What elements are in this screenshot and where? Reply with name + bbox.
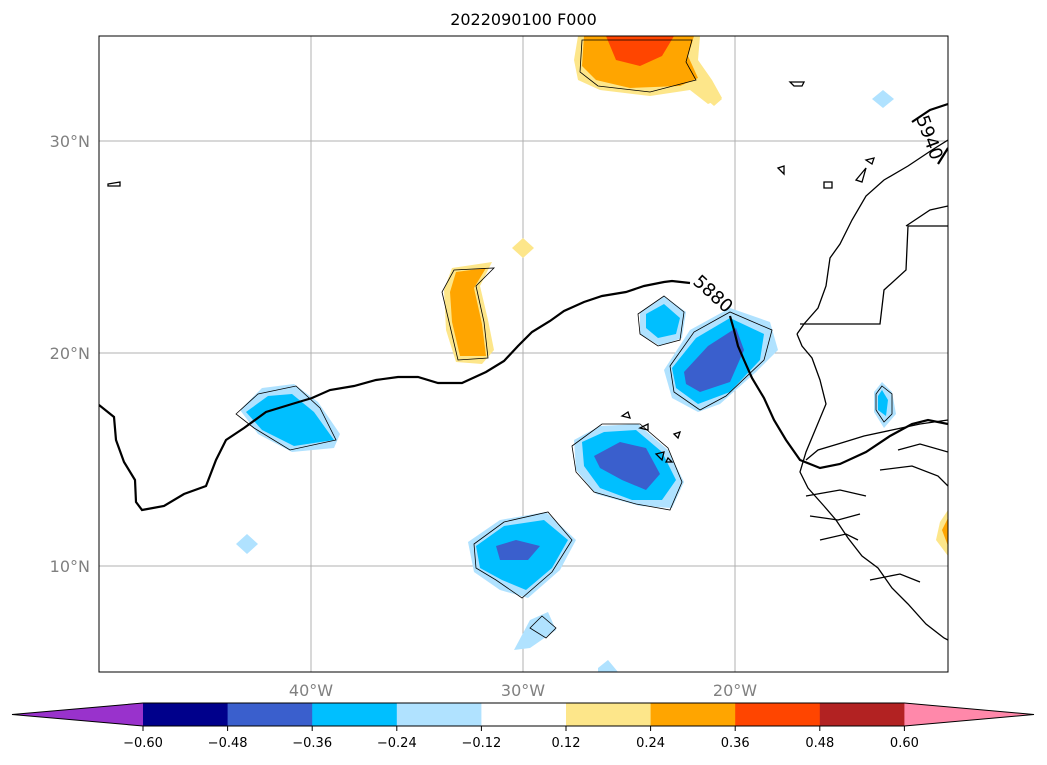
colorbar-segment (227, 703, 313, 726)
contour-label-5940: 5940 (911, 113, 946, 163)
positive-anomaly-mid (441, 262, 496, 364)
colorbar-tick-label: 0.36 (721, 736, 750, 751)
lat-label-20n: 20°N (50, 344, 90, 363)
colorbar-segment (566, 703, 652, 726)
colorbar-tick-label: −0.60 (123, 736, 163, 751)
colorbar-segment (481, 703, 567, 726)
colorbar-extend-high (904, 703, 1034, 726)
colorbar-tick-label: −0.24 (377, 736, 417, 751)
negative-anomaly-coast (872, 90, 896, 428)
colorbar-tick-label: 0.48 (805, 736, 834, 751)
lon-label-40w: 40°W (289, 681, 333, 700)
colorbar-segment (735, 703, 821, 726)
negative-anomaly-central (571, 423, 684, 511)
map-plot-area: 5880 5940 (99, 36, 948, 672)
positive-anomaly-top (574, 36, 722, 104)
colorbar: −0.60 −0.48 −0.36 −0.24 −0.12 0.12 0.24 0.36 0.4… (11, 702, 1035, 751)
lon-labels: 40°W 30°W 20°W (289, 681, 757, 700)
lon-label-20w: 20°W (713, 681, 757, 700)
negative-anomaly-west (235, 384, 340, 554)
colorbar-tick-label: −0.36 (292, 736, 332, 751)
map-title: 2022090100 F000 (450, 10, 597, 29)
colorbar-segment (819, 703, 905, 726)
negative-anomaly-east2 (664, 308, 778, 412)
lon-label-30w: 30°W (501, 681, 545, 700)
positive-anomaly-dots (512, 92, 948, 556)
negative-anomaly-east1 (637, 295, 686, 347)
height-contours (99, 102, 948, 512)
colorbar-tick-label: 0.60 (890, 736, 919, 751)
colorbar-segment (650, 703, 736, 726)
colorbar-tick-label: −0.12 (461, 736, 501, 751)
colorbar-segment (312, 703, 398, 726)
colorbar-segment (396, 703, 482, 726)
contour-labels: 5880 5940 (689, 113, 947, 318)
map-border (98, 35, 949, 673)
colorbar-extend-low (12, 703, 143, 726)
colorbar-segment (143, 703, 229, 726)
colorbar-tick-label: 0.12 (552, 736, 581, 751)
lat-label-10n: 10°N (50, 557, 90, 576)
coastlines (107, 81, 948, 641)
colorbar-tick-label: −0.48 (208, 736, 248, 751)
negative-anomaly-south (468, 511, 618, 672)
colorbar-tick-label: 0.24 (636, 736, 665, 751)
lat-label-30n: 30°N (50, 132, 90, 151)
lat-labels: 30°N 20°N 10°N (50, 132, 90, 576)
